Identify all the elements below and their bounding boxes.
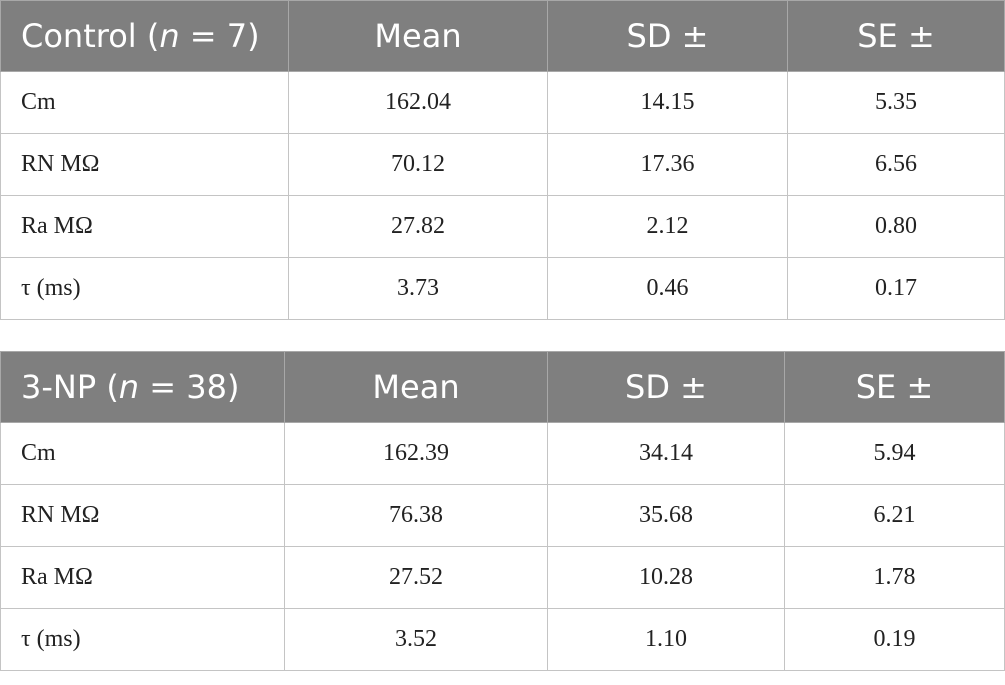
table-row: Cm 162.04 14.15 5.35 <box>0 71 1005 134</box>
table-row: Ra MΩ 27.82 2.12 0.80 <box>0 195 1005 258</box>
table-cell: 0.80 <box>787 195 1005 258</box>
table-row: RN MΩ 76.38 35.68 6.21 <box>0 484 1005 547</box>
table-row: Ra MΩ 27.52 10.28 1.78 <box>0 546 1005 609</box>
header-text: Control ( <box>21 17 160 55</box>
table-cell: Ra MΩ <box>0 195 289 258</box>
table-cell: 0.46 <box>547 257 788 320</box>
table-cell: 6.56 <box>787 133 1005 196</box>
header-cell: Mean <box>284 351 548 423</box>
table-row: τ (ms) 3.52 1.10 0.19 <box>0 608 1005 671</box>
table-cell: 5.35 <box>787 71 1005 134</box>
table-cell: 162.04 <box>288 71 548 134</box>
header-cell: Control (n = 7) <box>0 0 289 72</box>
table-row: τ (ms) 3.73 0.46 0.17 <box>0 257 1005 320</box>
data-table: Control (n = 7) Mean SD ± SE ± Cm 162.04 14.15… <box>0 0 1005 320</box>
header-cell: 3-NP (n = 38) <box>0 351 285 423</box>
header-cell: SE ± <box>787 0 1005 72</box>
table-cell: Cm <box>0 71 289 134</box>
table-cell: 14.15 <box>547 71 788 134</box>
table-cell: 1.10 <box>547 608 785 671</box>
table-cell: 0.19 <box>784 608 1005 671</box>
table-cell: 3.52 <box>284 608 548 671</box>
table-cell: 35.68 <box>547 484 785 547</box>
table-cell: RN MΩ <box>0 484 285 547</box>
table-cell: 27.52 <box>284 546 548 609</box>
table-cell: 6.21 <box>784 484 1005 547</box>
header-text: n <box>159 17 180 55</box>
header-row: Control (n = 7) Mean SD ± SE ± <box>0 0 1005 72</box>
table-cell: τ (ms) <box>0 257 289 320</box>
table-cell: 10.28 <box>547 546 785 609</box>
table-cell: 3.73 <box>288 257 548 320</box>
table-cell: RN MΩ <box>0 133 289 196</box>
header-text: 3-NP ( <box>21 368 119 406</box>
table-cell: τ (ms) <box>0 608 285 671</box>
header-text: = 38) <box>139 368 240 406</box>
table-cell: 1.78 <box>784 546 1005 609</box>
header-cell: SD ± <box>547 351 785 423</box>
table-cell: 34.14 <box>547 422 785 485</box>
table-cell: 27.82 <box>288 195 548 258</box>
header-text: n <box>118 368 140 406</box>
header-text: = 7) <box>179 17 260 55</box>
table-cell: 0.17 <box>787 257 1005 320</box>
table-cell: Cm <box>0 422 285 485</box>
table-row: Cm 162.39 34.14 5.94 <box>0 422 1005 485</box>
table-cell: 70.12 <box>288 133 548 196</box>
table-row: RN MΩ 70.12 17.36 6.56 <box>0 133 1005 196</box>
table-cell: 5.94 <box>784 422 1005 485</box>
header-row: 3-NP (n = 38) Mean SD ± SE ± <box>0 351 1005 423</box>
data-table: 3-NP (n = 38) Mean SD ± SE ± Cm 162.39 34.14 5.… <box>0 351 1005 671</box>
table-cell: 76.38 <box>284 484 548 547</box>
table-cell: 162.39 <box>284 422 548 485</box>
header-cell: Mean <box>288 0 548 72</box>
table-cell: 2.12 <box>547 195 788 258</box>
header-cell: SE ± <box>784 351 1005 423</box>
table-cell: 17.36 <box>547 133 788 196</box>
table-cell: Ra MΩ <box>0 546 285 609</box>
header-cell: SD ± <box>547 0 788 72</box>
